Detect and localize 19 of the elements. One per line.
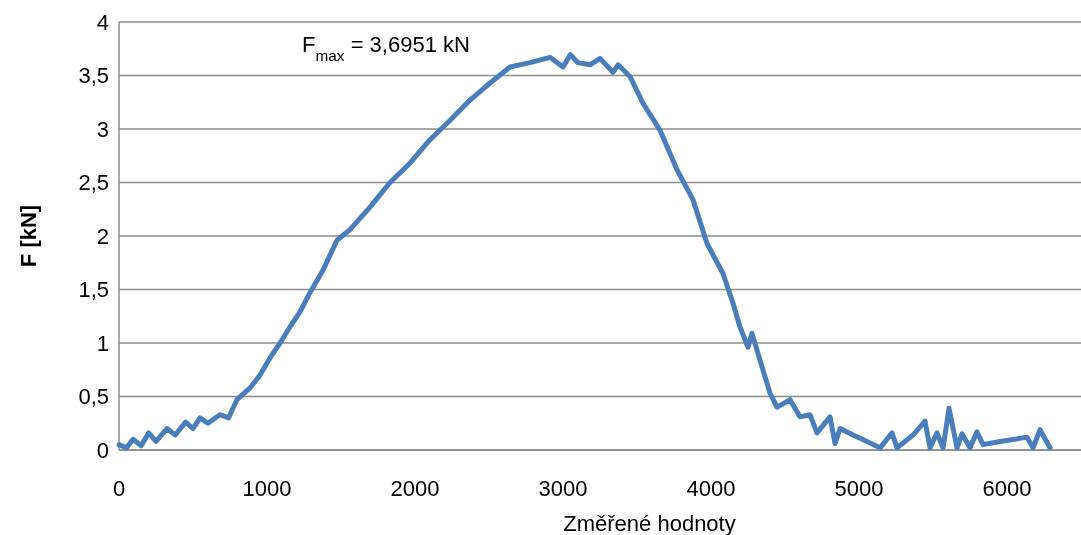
y-tick-label: 3 [96, 116, 109, 142]
x-tick-label: 2000 [390, 476, 440, 501]
y-tick-label: 2,5 [78, 170, 109, 196]
x-tick-label: 5000 [834, 476, 884, 501]
x-axis-title: Změřené hodnoty [563, 511, 736, 535]
x-tick-label: 3000 [538, 476, 588, 501]
x-tick-label: 1000 [242, 476, 292, 501]
y-tick-label: 2 [96, 223, 109, 249]
annotation: F$_{max}$ = 3,6951 kN [302, 32, 470, 64]
y-tick-label: 1 [96, 330, 109, 356]
y-tick-label: 4 [96, 9, 109, 35]
y-axis-title: F [kN] [16, 204, 41, 268]
x-tick-label: 6000 [982, 476, 1032, 501]
y-tick-label: 0,5 [78, 384, 109, 410]
y-tick-label: 3,5 [78, 63, 109, 89]
x-tick-label: 0 [112, 476, 126, 501]
x-tick-label: 4000 [686, 476, 736, 501]
y-tick-label: 1,5 [78, 277, 109, 303]
y-tick-label: 0 [96, 437, 109, 463]
